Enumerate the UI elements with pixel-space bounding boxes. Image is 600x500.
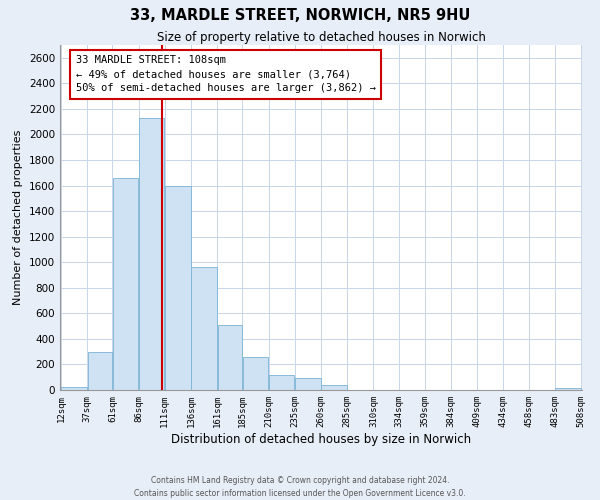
- Text: 33 MARDLE STREET: 108sqm
← 49% of detached houses are smaller (3,764)
50% of sem: 33 MARDLE STREET: 108sqm ← 49% of detach…: [76, 56, 376, 94]
- X-axis label: Distribution of detached houses by size in Norwich: Distribution of detached houses by size …: [171, 432, 471, 446]
- Bar: [218, 326, 242, 390]
- Bar: [113, 178, 138, 390]
- Bar: [555, 388, 581, 390]
- Bar: [139, 118, 164, 390]
- Text: 33, MARDLE STREET, NORWICH, NR5 9HU: 33, MARDLE STREET, NORWICH, NR5 9HU: [130, 8, 470, 22]
- Title: Size of property relative to detached houses in Norwich: Size of property relative to detached ho…: [157, 31, 485, 44]
- Y-axis label: Number of detached properties: Number of detached properties: [13, 130, 23, 305]
- Bar: [88, 352, 112, 390]
- Bar: [269, 374, 295, 390]
- Bar: [295, 378, 320, 390]
- Bar: [191, 268, 217, 390]
- Bar: [61, 388, 87, 390]
- Bar: [322, 385, 347, 390]
- Bar: [243, 358, 268, 390]
- Bar: [165, 186, 191, 390]
- Text: Contains HM Land Registry data © Crown copyright and database right 2024.
Contai: Contains HM Land Registry data © Crown c…: [134, 476, 466, 498]
